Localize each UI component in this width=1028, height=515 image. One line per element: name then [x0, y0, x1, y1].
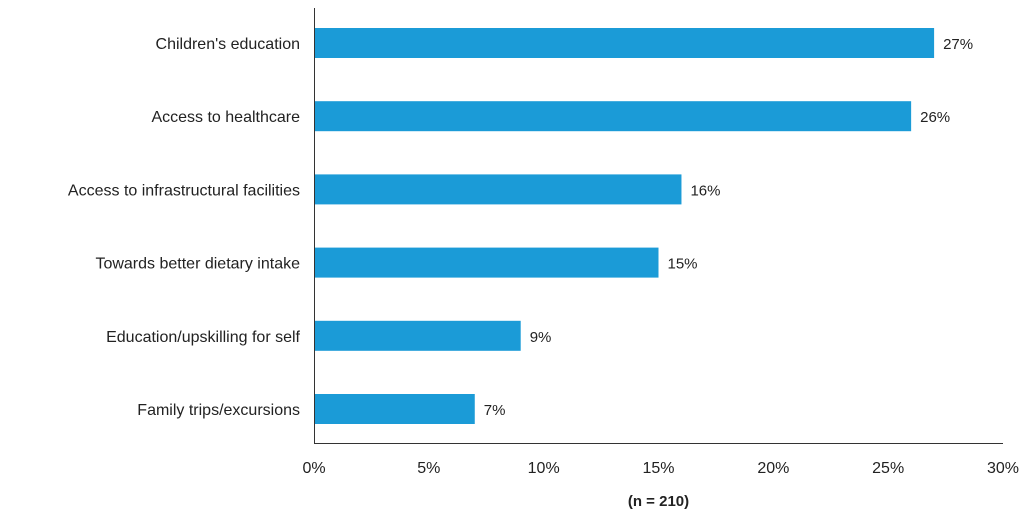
category-label: Family trips/excursions — [137, 402, 300, 419]
category-labels: Children's education Access to healthcare… — [68, 36, 301, 419]
bar — [314, 394, 475, 424]
bar — [314, 247, 659, 278]
bar — [314, 174, 682, 205]
x-tick-label: 15% — [642, 460, 674, 477]
category-label: Access to healthcare — [151, 109, 300, 126]
x-tick-label: 10% — [528, 460, 560, 477]
data-label: 26% — [920, 109, 950, 126]
bars-group — [314, 28, 935, 424]
x-tick-label: 0% — [302, 460, 325, 477]
category-label: Towards better dietary intake — [95, 256, 300, 273]
bar — [314, 320, 521, 351]
category-label: Children's education — [156, 36, 300, 53]
x-tick-label: 30% — [987, 460, 1019, 477]
x-tick-label: 25% — [872, 460, 904, 477]
x-tick-labels: 0% 5% 10% 15% 20% 25% 30% — [302, 460, 1019, 477]
x-tick-label: 20% — [757, 460, 789, 477]
data-label: 7% — [484, 402, 506, 419]
data-label: 27% — [943, 36, 973, 53]
data-label: 9% — [530, 329, 552, 346]
category-label: Access to infrastructural facilities — [68, 182, 300, 199]
x-tick-label: 5% — [417, 460, 440, 477]
bar — [314, 28, 935, 58]
bar — [314, 101, 912, 132]
data-label: 15% — [668, 256, 698, 273]
sample-size-note: (n = 210) — [628, 493, 689, 510]
category-label: Education/upskilling for self — [106, 329, 300, 346]
data-label: 16% — [690, 182, 720, 199]
value-labels: 27% 26% 16% 15% 9% 7% — [484, 36, 973, 419]
